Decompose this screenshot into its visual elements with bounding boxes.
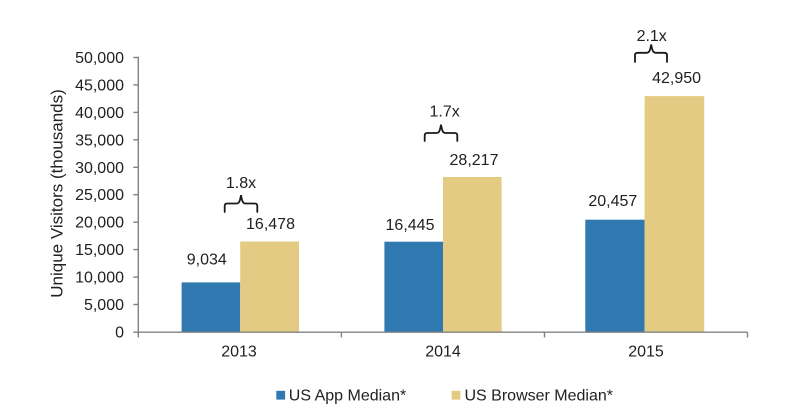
svg-text:50,000: 50,000 <box>75 50 124 67</box>
svg-text:2.1x: 2.1x <box>637 28 667 45</box>
svg-text:15,000: 15,000 <box>75 242 124 259</box>
svg-text:16,445: 16,445 <box>386 217 435 234</box>
svg-text:40,000: 40,000 <box>75 105 124 122</box>
svg-text:Unique Visitors (thousands): Unique Visitors (thousands) <box>48 89 67 298</box>
svg-text:1.7x: 1.7x <box>429 104 459 121</box>
svg-text:16,478: 16,478 <box>246 216 295 233</box>
svg-text:9,034: 9,034 <box>187 251 227 268</box>
svg-text:30,000: 30,000 <box>75 160 124 177</box>
svg-text:1.8x: 1.8x <box>226 175 256 192</box>
svg-text:25,000: 25,000 <box>75 187 124 204</box>
svg-text:20,457: 20,457 <box>588 193 637 210</box>
svg-text:0: 0 <box>115 325 124 342</box>
svg-text:28,217: 28,217 <box>450 152 499 169</box>
svg-text:US Browser Median*: US Browser Median* <box>465 388 614 405</box>
svg-text:2015: 2015 <box>628 344 664 361</box>
svg-text:2014: 2014 <box>425 344 461 361</box>
svg-text:10,000: 10,000 <box>75 270 124 287</box>
svg-text:5,000: 5,000 <box>84 297 124 314</box>
svg-text:42,950: 42,950 <box>652 70 701 87</box>
svg-text:2013: 2013 <box>221 344 257 361</box>
svg-text:20,000: 20,000 <box>75 215 124 232</box>
svg-text:35,000: 35,000 <box>75 132 124 149</box>
svg-text:45,000: 45,000 <box>75 77 124 94</box>
svg-text:US App Median*: US App Median* <box>289 388 406 405</box>
